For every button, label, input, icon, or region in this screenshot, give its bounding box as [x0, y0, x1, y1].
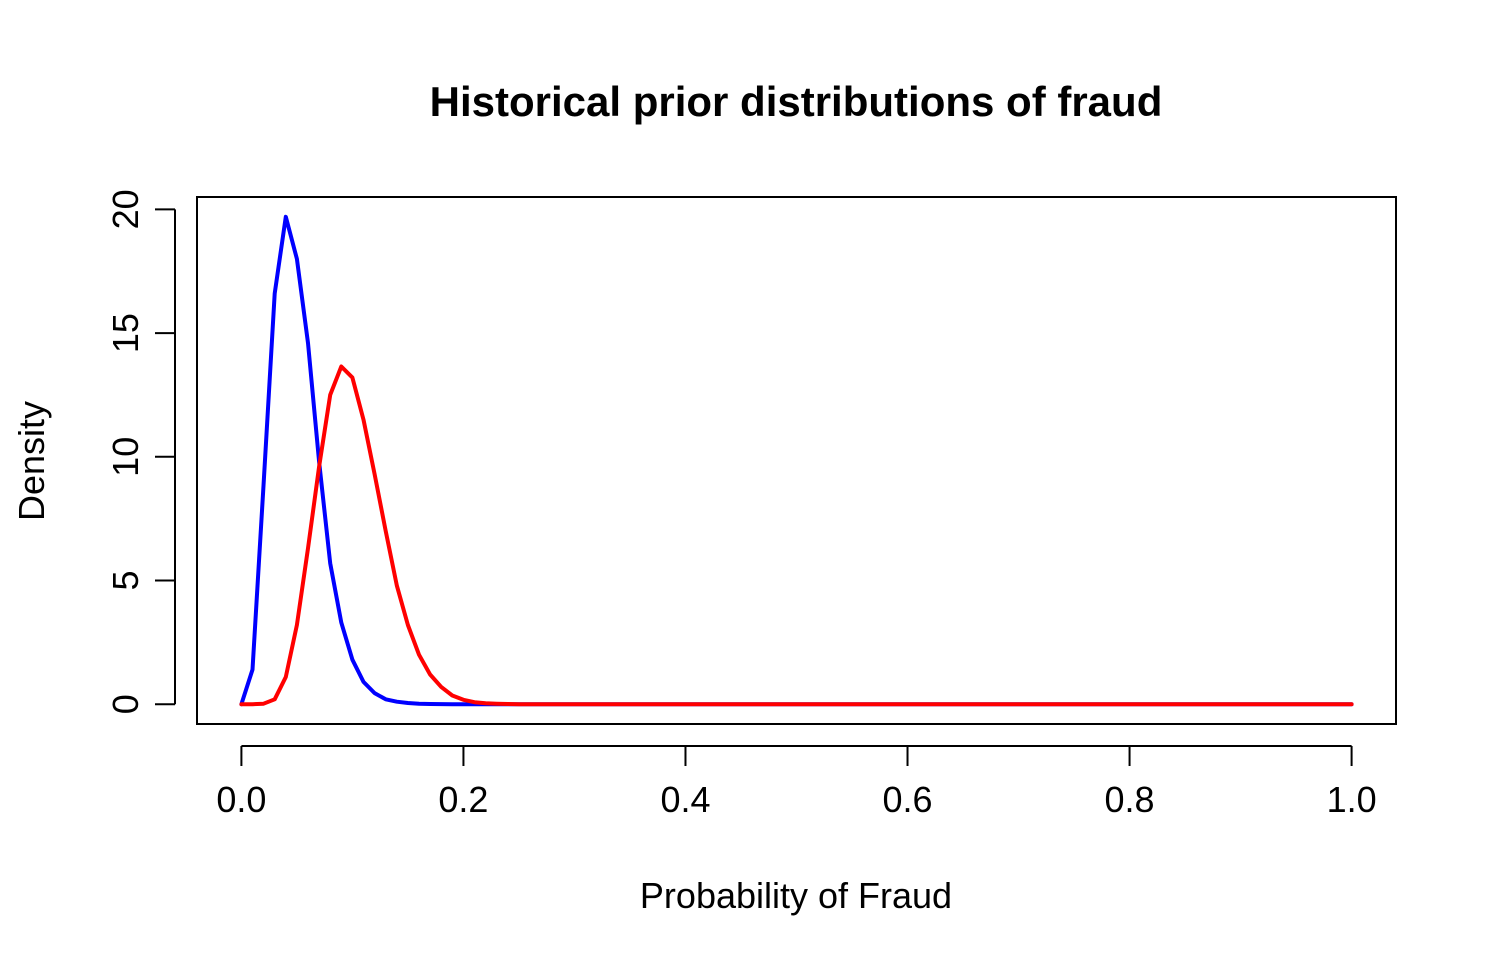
y-tick-label: 15	[105, 313, 146, 353]
x-tick-label: 0.6	[882, 779, 932, 820]
y-tick-label: 5	[105, 570, 146, 590]
x-axis: 0.0 0.2 0.4 0.6 0.8 1.0	[216, 745, 1377, 820]
y-tick-label: 20	[105, 189, 146, 229]
x-tick-label: 1.0	[1327, 779, 1377, 820]
y-tick-label: 10	[105, 437, 146, 477]
series-line-2	[239, 364, 1354, 707]
x-tick-label: 0.8	[1105, 779, 1155, 820]
x-tick-label: 0.0	[216, 779, 266, 820]
x-axis-label: Probability of Fraud	[640, 875, 952, 916]
y-tick-label: 0	[105, 694, 146, 714]
y-axis: 0 5 10 15 20	[105, 189, 176, 714]
plot-frame	[196, 196, 1397, 725]
y-axis-label: Density	[11, 401, 52, 521]
chart-title: Historical prior distributions of fraud	[430, 78, 1163, 125]
series-line-1	[239, 214, 1354, 707]
series-layer	[239, 214, 1354, 707]
x-tick-label: 0.4	[660, 779, 710, 820]
x-tick-label: 0.2	[438, 779, 488, 820]
